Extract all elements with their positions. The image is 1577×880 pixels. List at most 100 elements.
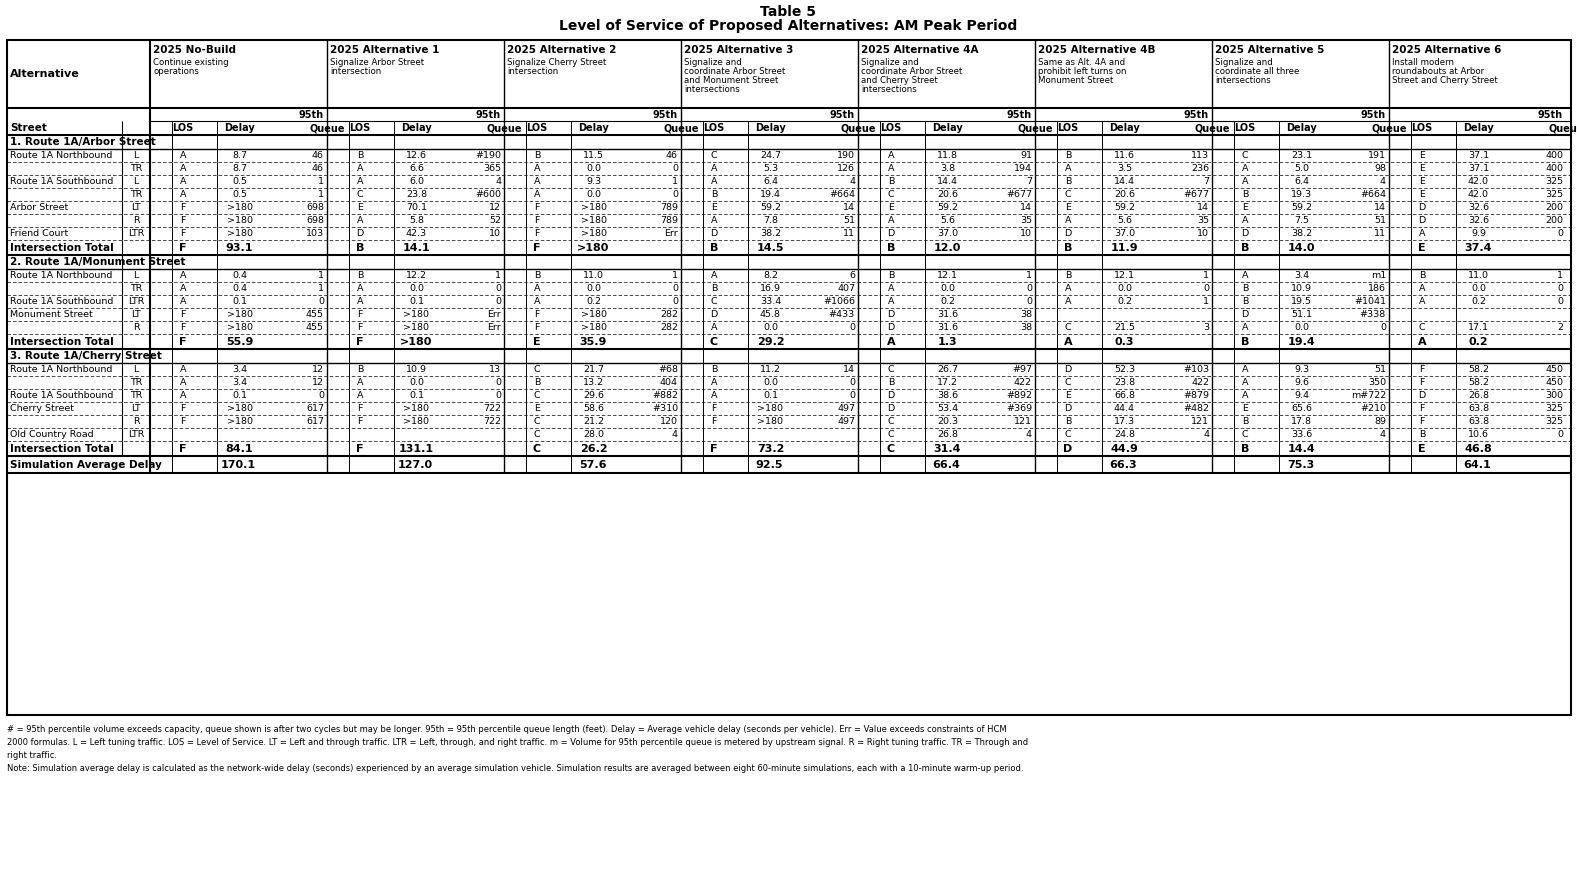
- Text: >180: >180: [580, 229, 607, 238]
- Text: >180: >180: [227, 323, 252, 332]
- Text: 11: 11: [1374, 229, 1386, 238]
- Text: F: F: [180, 417, 186, 426]
- Text: D: D: [888, 391, 894, 400]
- Text: 95th: 95th: [830, 109, 855, 120]
- Text: 0.0: 0.0: [763, 378, 777, 387]
- Text: 59.2: 59.2: [1113, 203, 1135, 212]
- Text: intersection: intersection: [330, 67, 382, 76]
- Text: A: A: [711, 378, 718, 387]
- Text: >180: >180: [227, 203, 252, 212]
- Text: Simulation Average Delay: Simulation Average Delay: [9, 459, 162, 470]
- Text: Monument Street: Monument Street: [1038, 76, 1113, 85]
- Text: E: E: [888, 203, 894, 212]
- Text: 14: 14: [844, 203, 855, 212]
- Text: 2000 formulas. L = Left tuning traffic. LOS = Level of Service. LT = Left and th: 2000 formulas. L = Left tuning traffic. …: [6, 738, 1028, 747]
- Text: E: E: [1064, 391, 1071, 400]
- Text: Route 1A Southbound: Route 1A Southbound: [9, 391, 114, 400]
- Text: C: C: [356, 190, 363, 199]
- Text: Delay: Delay: [1287, 123, 1317, 133]
- Text: 95th: 95th: [1184, 109, 1210, 120]
- Text: F: F: [180, 404, 186, 413]
- Text: B: B: [356, 151, 363, 160]
- Text: B: B: [1241, 243, 1249, 253]
- Text: Friend Court: Friend Court: [9, 229, 68, 238]
- Text: 3.4: 3.4: [232, 378, 248, 387]
- Text: 26.8: 26.8: [1468, 391, 1489, 400]
- Text: A: A: [711, 323, 718, 332]
- Text: 4: 4: [1203, 430, 1210, 439]
- Text: A: A: [356, 391, 363, 400]
- Text: A: A: [180, 164, 186, 173]
- Text: >180: >180: [401, 336, 432, 347]
- Text: Route 1A Northbound: Route 1A Northbound: [9, 151, 112, 160]
- Text: E: E: [533, 336, 541, 347]
- Text: 6: 6: [848, 271, 855, 280]
- Text: >180: >180: [227, 310, 252, 319]
- Text: Queue: Queue: [841, 123, 875, 133]
- Text: 11.0: 11.0: [583, 271, 604, 280]
- Text: 14: 14: [1197, 203, 1210, 212]
- Text: 0: 0: [1027, 297, 1031, 306]
- Text: 200: 200: [1545, 216, 1563, 225]
- Text: #68: #68: [658, 365, 678, 374]
- Text: 0.1: 0.1: [232, 297, 248, 306]
- Text: 0.1: 0.1: [408, 297, 424, 306]
- Text: LOS: LOS: [1235, 123, 1255, 133]
- Text: D: D: [710, 310, 718, 319]
- Text: 51.1: 51.1: [1292, 310, 1312, 319]
- Text: Delay: Delay: [401, 123, 432, 133]
- Text: C: C: [533, 417, 541, 426]
- Text: F: F: [358, 323, 363, 332]
- Text: 51: 51: [844, 216, 855, 225]
- Text: 14: 14: [1374, 203, 1386, 212]
- Text: F: F: [180, 243, 186, 253]
- Text: and Monument Street: and Monument Street: [684, 76, 779, 85]
- Text: 52: 52: [489, 216, 501, 225]
- Text: 2. Route 1A/Monument Street: 2. Route 1A/Monument Street: [9, 257, 186, 267]
- Text: 38: 38: [1020, 323, 1031, 332]
- Text: 51: 51: [1374, 365, 1386, 374]
- Text: 8.7: 8.7: [232, 164, 248, 173]
- Text: prohibit left turns on: prohibit left turns on: [1038, 67, 1126, 76]
- Text: #310: #310: [651, 404, 678, 413]
- Text: 113: 113: [1191, 151, 1210, 160]
- Text: 51: 51: [1374, 216, 1386, 225]
- Text: D: D: [1063, 444, 1072, 453]
- Text: 2025 Alternative 1: 2025 Alternative 1: [330, 45, 440, 55]
- Text: 12.6: 12.6: [405, 151, 427, 160]
- Text: 11.5: 11.5: [583, 151, 604, 160]
- Text: A: A: [1064, 164, 1071, 173]
- Text: L: L: [134, 365, 139, 374]
- Text: B: B: [888, 271, 894, 280]
- Text: 1: 1: [319, 284, 323, 293]
- Text: >180: >180: [227, 404, 252, 413]
- Text: 31.6: 31.6: [937, 310, 959, 319]
- Text: E: E: [1243, 203, 1247, 212]
- Text: B: B: [533, 151, 541, 160]
- Text: 455: 455: [306, 323, 323, 332]
- Text: intersections: intersections: [861, 85, 916, 94]
- Text: B: B: [1064, 417, 1071, 426]
- Text: Old Country Road: Old Country Road: [9, 430, 93, 439]
- Text: 46.8: 46.8: [1465, 444, 1492, 453]
- Text: LOS: LOS: [1411, 123, 1432, 133]
- Text: B: B: [711, 190, 718, 199]
- Text: 64.1: 64.1: [1463, 459, 1492, 470]
- Text: F: F: [535, 229, 539, 238]
- Text: Queue: Queue: [664, 123, 699, 133]
- Text: Queue: Queue: [486, 123, 522, 133]
- Text: 59.2: 59.2: [937, 203, 957, 212]
- Text: A: A: [886, 336, 896, 347]
- Text: Delay: Delay: [1109, 123, 1140, 133]
- Text: Table 5: Table 5: [760, 5, 815, 19]
- Text: 300: 300: [1545, 391, 1563, 400]
- Text: 29.6: 29.6: [583, 391, 604, 400]
- Text: A: A: [180, 297, 186, 306]
- Text: 722: 722: [483, 417, 501, 426]
- Text: 0: 0: [672, 164, 678, 173]
- Text: 497: 497: [837, 417, 855, 426]
- Text: L: L: [134, 177, 139, 186]
- Text: Arbor Street: Arbor Street: [9, 203, 68, 212]
- Text: 92.5: 92.5: [755, 459, 784, 470]
- Text: A: A: [888, 216, 894, 225]
